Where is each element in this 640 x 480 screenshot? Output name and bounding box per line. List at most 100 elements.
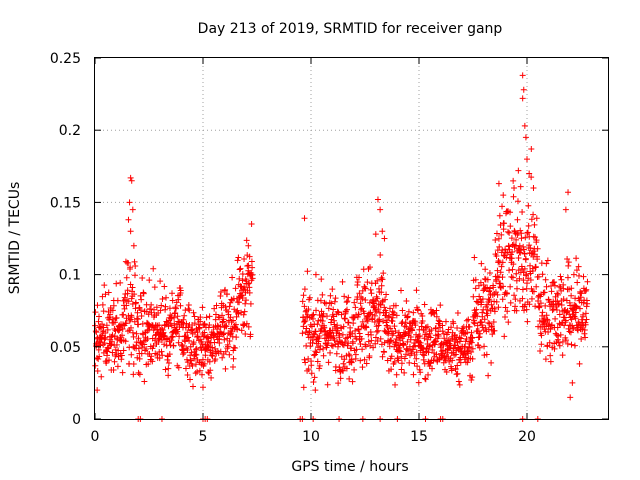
data-point — [249, 264, 256, 271]
data-point — [92, 362, 99, 369]
data-point — [533, 215, 540, 222]
data-point — [235, 254, 242, 261]
data-point — [495, 304, 502, 311]
data-point — [125, 260, 132, 267]
data-point — [148, 353, 155, 360]
data-point — [158, 325, 165, 332]
data-point — [352, 351, 359, 358]
data-point — [513, 236, 520, 243]
data-point — [460, 351, 467, 358]
data-point — [506, 229, 513, 236]
data-point — [523, 306, 530, 313]
data-point — [509, 274, 516, 281]
data-point — [145, 360, 152, 367]
data-point — [468, 329, 475, 336]
data-point — [557, 331, 564, 338]
data-point — [582, 334, 589, 341]
data-point — [377, 251, 384, 258]
data-point — [533, 237, 540, 244]
data-point — [481, 316, 488, 323]
data-point — [499, 274, 506, 281]
data-point — [478, 299, 485, 306]
data-point — [558, 302, 565, 309]
data-point — [240, 311, 247, 318]
data-point — [365, 310, 372, 317]
data-point — [439, 322, 446, 329]
data-point — [205, 343, 212, 350]
data-point — [521, 250, 528, 257]
data-point — [570, 271, 577, 278]
data-point — [232, 285, 239, 292]
data-point — [110, 302, 117, 309]
data-point — [107, 311, 114, 318]
data-point — [230, 317, 237, 324]
data-point — [367, 286, 374, 293]
data-point — [427, 334, 434, 341]
data-point — [328, 342, 335, 349]
data-point — [502, 304, 509, 311]
data-point — [333, 350, 340, 357]
data-point — [381, 304, 388, 311]
data-point — [512, 303, 519, 310]
data-point — [190, 309, 197, 316]
data-point — [219, 312, 226, 319]
data-point — [352, 304, 359, 311]
data-point — [362, 296, 369, 303]
data-point — [105, 289, 112, 296]
data-point — [502, 313, 509, 320]
data-point — [457, 359, 464, 366]
data-point — [466, 323, 473, 330]
data-point — [96, 353, 103, 360]
data-point — [527, 245, 534, 252]
data-point — [234, 257, 241, 264]
data-point — [484, 312, 491, 319]
data-point — [129, 284, 136, 291]
data-point — [170, 342, 177, 349]
data-point — [141, 378, 148, 385]
data-point — [139, 274, 146, 281]
data-point — [497, 269, 504, 276]
data-point — [404, 338, 411, 345]
data-point — [200, 384, 206, 391]
data-point — [145, 321, 152, 328]
data-point — [346, 375, 353, 382]
data-point — [488, 301, 495, 308]
data-point — [575, 272, 582, 279]
data-point — [508, 235, 515, 242]
data-point — [222, 286, 229, 293]
data-point — [115, 347, 122, 354]
data-point — [138, 296, 145, 303]
data-point — [576, 305, 583, 312]
data-point — [340, 323, 347, 330]
data-point — [425, 371, 432, 378]
data-point — [409, 327, 416, 334]
data-point — [317, 297, 324, 304]
data-point — [475, 282, 482, 289]
data-point — [135, 335, 142, 342]
data-point — [191, 313, 198, 320]
data-point — [248, 221, 255, 228]
data-point — [135, 345, 142, 352]
data-point — [575, 263, 582, 270]
data-point — [567, 394, 574, 401]
data-point — [559, 352, 566, 359]
data-point — [523, 271, 530, 278]
data-point — [165, 365, 172, 372]
data-point — [131, 272, 138, 279]
data-point — [220, 331, 227, 338]
plot-frame — [94, 57, 609, 420]
data-point — [528, 145, 535, 152]
data-point — [217, 293, 224, 300]
data-point — [114, 363, 121, 370]
data-point — [330, 306, 337, 313]
data-point — [243, 320, 250, 327]
data-point — [158, 348, 165, 355]
data-point — [172, 304, 179, 311]
data-point — [481, 285, 488, 292]
data-point — [512, 296, 519, 303]
data-point — [517, 227, 524, 234]
data-point — [427, 342, 434, 349]
data-point — [109, 349, 116, 356]
data-point — [346, 352, 353, 359]
